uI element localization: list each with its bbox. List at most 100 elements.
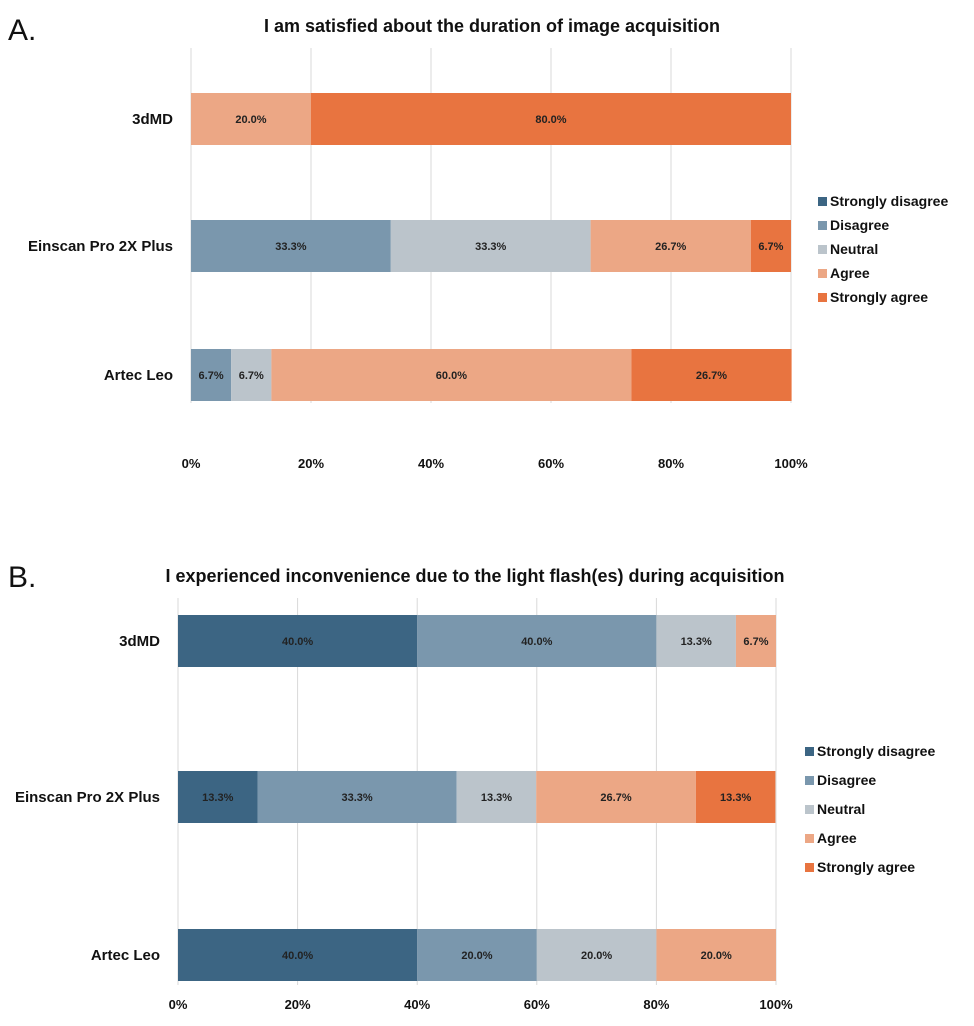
category-label-3dmd: 3dMD: [132, 111, 173, 128]
chart-b-svg: B. I experienced inconvenience due to th…: [8, 561, 935, 1012]
x-tick-label-100: 100%: [759, 997, 793, 1012]
data-label-einscan-pro-2x-plus-strongly-disagree: 13.3%: [202, 792, 233, 804]
legend-label-strongly-agree: Strongly agree: [830, 289, 928, 305]
bar-artec-leo-agree: [271, 349, 632, 401]
bar-einscan-pro-2x-plus-neutral: [390, 220, 591, 272]
chart-b-legend: Strongly disagree Disagree Neutral Agree Str…: [805, 743, 935, 875]
bar-einscan-pro-2x-plus-agree: [536, 771, 696, 823]
bar-artec-leo-neutral: [536, 929, 657, 981]
x-tick-label-40: 40%: [404, 997, 430, 1012]
data-label-artec-leo-neutral: 6.7%: [239, 370, 264, 382]
x-tick-label-40: 40%: [418, 456, 444, 471]
category-label-artec-leo: Artec Leo: [91, 947, 160, 964]
legend-label-strongly-disagree: Strongly disagree: [830, 193, 948, 209]
category-label-3dmd: 3dMD: [119, 633, 160, 650]
legend-swatch-neutral: [805, 805, 814, 814]
bar-artec-leo-agree: [656, 929, 776, 981]
data-label-3dmd-disagree: 40.0%: [521, 636, 552, 648]
chart-a-categories: 3dMD Einscan Pro 2X Plus Artec Leo: [28, 111, 173, 384]
data-label-einscan-pro-2x-plus-neutral: 33.3%: [475, 241, 506, 253]
chart-a-title: I am satisfied about the duration of ima…: [264, 16, 720, 36]
chart-a-x-axis: 0% 20% 40% 60% 80% 100%: [182, 456, 808, 471]
bar-3dmd-neutral: [656, 615, 736, 667]
legend-label-strongly-agree: Strongly agree: [817, 859, 915, 875]
bar-einscan-pro-2x-plus-neutral: [456, 771, 537, 823]
bar-3dmd-strongly-agree: [311, 93, 791, 145]
chart-b-x-axis: 0% 20% 40% 60% 80% 100%: [169, 997, 793, 1012]
bar-artec-leo-disagree: [191, 349, 232, 401]
legend-swatch-agree: [805, 834, 814, 843]
bar-einscan-pro-2x-plus-disagree: [191, 220, 391, 272]
chart-b-categories: 3dMD Einscan Pro 2X Plus Artec Leo: [15, 633, 160, 964]
legend-swatch-disagree: [818, 221, 827, 230]
data-label-artec-leo-strongly-agree: 26.7%: [696, 370, 727, 382]
data-label-3dmd-strongly-agree: 80.0%: [535, 114, 566, 126]
data-label-einscan-pro-2x-plus-strongly-agree: 13.3%: [720, 792, 751, 804]
bar-artec-leo-strongly-disagree: [178, 929, 418, 981]
chart-a-legend: Strongly disagree Disagree Neutral Agree Str…: [818, 193, 948, 305]
legend-label-agree: Agree: [817, 830, 857, 846]
chart-panel-a: A. I am satisfied about the duration of …: [0, 0, 974, 500]
bar-einscan-pro-2x-plus-strongly-agree: [750, 220, 791, 272]
chart-b-bars: 40.0% 40.0% 13.3% 6.7% 13.3% 33.3% 13.3% 26.7% 1…: [178, 615, 776, 981]
data-label-einscan-pro-2x-plus-agree: 26.7%: [600, 792, 631, 804]
chart-a-svg: A. I am satisfied about the duration of …: [8, 14, 948, 471]
legend-label-neutral: Neutral: [830, 241, 878, 257]
data-label-einscan-pro-2x-plus-disagree: 33.3%: [275, 241, 306, 253]
bar-3dmd-agree: [191, 93, 311, 145]
x-tick-label-60: 60%: [538, 456, 564, 471]
bar-einscan-pro-2x-plus-agree: [590, 220, 751, 272]
x-tick-label-60: 60%: [524, 997, 550, 1012]
chart-panel-b: B. I experienced inconvenience due to th…: [0, 500, 974, 1021]
x-tick-label-100: 100%: [774, 456, 808, 471]
category-label-artec-leo: Artec Leo: [104, 367, 173, 384]
data-label-3dmd-agree: 6.7%: [743, 636, 768, 648]
bar-3dmd-agree: [735, 615, 776, 667]
legend-label-strongly-disagree: Strongly disagree: [817, 743, 935, 759]
x-tick-label-20: 20%: [298, 456, 324, 471]
legend-label-neutral: Neutral: [817, 801, 865, 817]
x-tick-label-80: 80%: [658, 456, 684, 471]
bar-3dmd-strongly-disagree: [178, 615, 418, 667]
x-tick-label-0: 0%: [182, 456, 201, 471]
data-label-3dmd-agree: 20.0%: [235, 114, 266, 126]
legend-label-disagree: Disagree: [817, 772, 876, 788]
category-label-einscan-pro-2x-plus: Einscan Pro 2X Plus: [28, 238, 173, 255]
x-tick-label-80: 80%: [643, 997, 669, 1012]
data-label-artec-leo-agree: 60.0%: [436, 370, 467, 382]
bar-einscan-pro-2x-plus-strongly-agree: [695, 771, 776, 823]
legend-label-disagree: Disagree: [830, 217, 889, 233]
data-label-einscan-pro-2x-plus-strongly-agree: 6.7%: [758, 241, 783, 253]
bar-einscan-pro-2x-plus-disagree: [257, 771, 457, 823]
data-label-einscan-pro-2x-plus-neutral: 13.3%: [481, 792, 512, 804]
legend-swatch-strongly-agree: [805, 863, 814, 872]
bar-artec-leo-strongly-agree: [631, 349, 792, 401]
data-label-einscan-pro-2x-plus-disagree: 33.3%: [341, 792, 372, 804]
category-label-einscan-pro-2x-plus: Einscan Pro 2X Plus: [15, 789, 160, 806]
data-label-artec-leo-agree: 20.0%: [701, 950, 732, 962]
legend-swatch-agree: [818, 269, 827, 278]
legend-swatch-neutral: [818, 245, 827, 254]
legend-swatch-strongly-agree: [818, 293, 827, 302]
data-label-artec-leo-neutral: 20.0%: [581, 950, 612, 962]
x-tick-label-20: 20%: [285, 997, 311, 1012]
bar-einscan-pro-2x-plus-strongly-disagree: [178, 771, 258, 823]
x-tick-label-0: 0%: [169, 997, 188, 1012]
data-label-artec-leo-strongly-disagree: 40.0%: [282, 950, 313, 962]
legend-swatch-strongly-disagree: [805, 747, 814, 756]
chart-a-bars: 20.0% 80.0% 33.3% 33.3% 26.7% 6.7% 6.7% 6.7% 60.…: [191, 93, 792, 401]
panel-letter-b: B.: [8, 561, 36, 594]
panel-letter-a: A.: [8, 14, 36, 47]
data-label-einscan-pro-2x-plus-agree: 26.7%: [655, 241, 686, 253]
data-label-artec-leo-disagree: 6.7%: [199, 370, 224, 382]
data-label-3dmd-neutral: 13.3%: [681, 636, 712, 648]
bar-artec-leo-neutral: [231, 349, 272, 401]
data-label-artec-leo-disagree: 20.0%: [461, 950, 492, 962]
legend-swatch-disagree: [805, 776, 814, 785]
legend-swatch-strongly-disagree: [818, 197, 827, 206]
bar-artec-leo-disagree: [417, 929, 537, 981]
legend-label-agree: Agree: [830, 265, 870, 281]
chart-b-title: I experienced inconvenience due to the l…: [165, 566, 784, 586]
data-label-3dmd-strongly-disagree: 40.0%: [282, 636, 313, 648]
bar-3dmd-disagree: [417, 615, 657, 667]
